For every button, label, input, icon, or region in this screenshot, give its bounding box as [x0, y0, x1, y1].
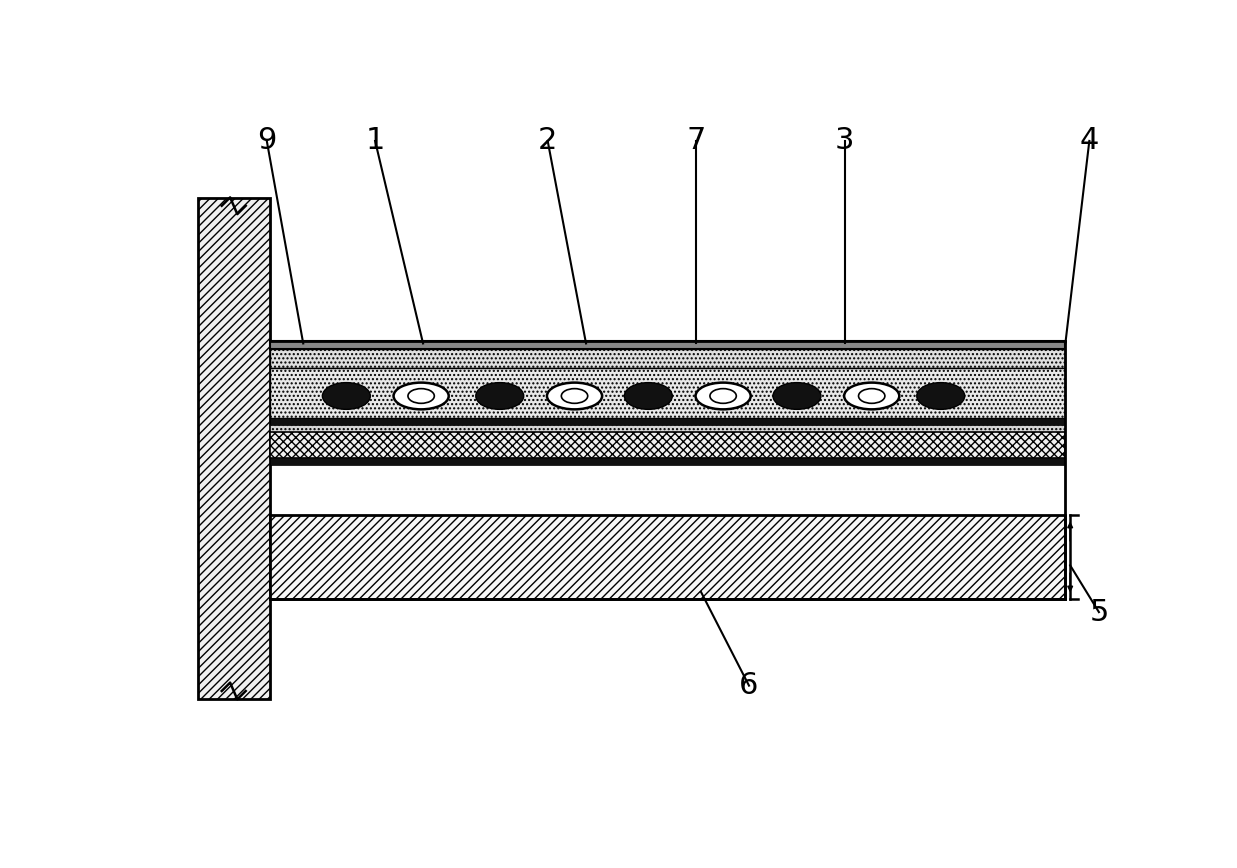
- Ellipse shape: [476, 383, 523, 410]
- Ellipse shape: [858, 389, 884, 404]
- Text: 5: 5: [1090, 597, 1108, 627]
- Ellipse shape: [393, 383, 449, 410]
- Ellipse shape: [844, 383, 899, 410]
- Text: 4: 4: [1080, 127, 1098, 155]
- Text: 3: 3: [835, 127, 855, 155]
- Ellipse shape: [917, 383, 965, 410]
- Bar: [270, 368, 1065, 418]
- Bar: [270, 458, 1065, 465]
- Bar: [270, 350, 1065, 368]
- Bar: [270, 341, 1065, 350]
- Text: 2: 2: [538, 127, 558, 155]
- Bar: [270, 431, 1065, 458]
- Bar: [270, 418, 1065, 425]
- Ellipse shape: [547, 383, 602, 410]
- Ellipse shape: [323, 383, 370, 410]
- Ellipse shape: [562, 389, 588, 404]
- Ellipse shape: [773, 383, 821, 410]
- Text: 6: 6: [740, 671, 758, 700]
- Text: 9: 9: [257, 127, 277, 155]
- Bar: [198, 198, 270, 699]
- Bar: [270, 425, 1065, 431]
- Ellipse shape: [710, 389, 736, 404]
- Text: 1: 1: [365, 127, 385, 155]
- Bar: [270, 516, 1065, 599]
- Ellipse shape: [695, 383, 751, 410]
- Text: 7: 7: [687, 127, 706, 155]
- Ellipse shape: [408, 389, 434, 404]
- Ellipse shape: [625, 383, 673, 410]
